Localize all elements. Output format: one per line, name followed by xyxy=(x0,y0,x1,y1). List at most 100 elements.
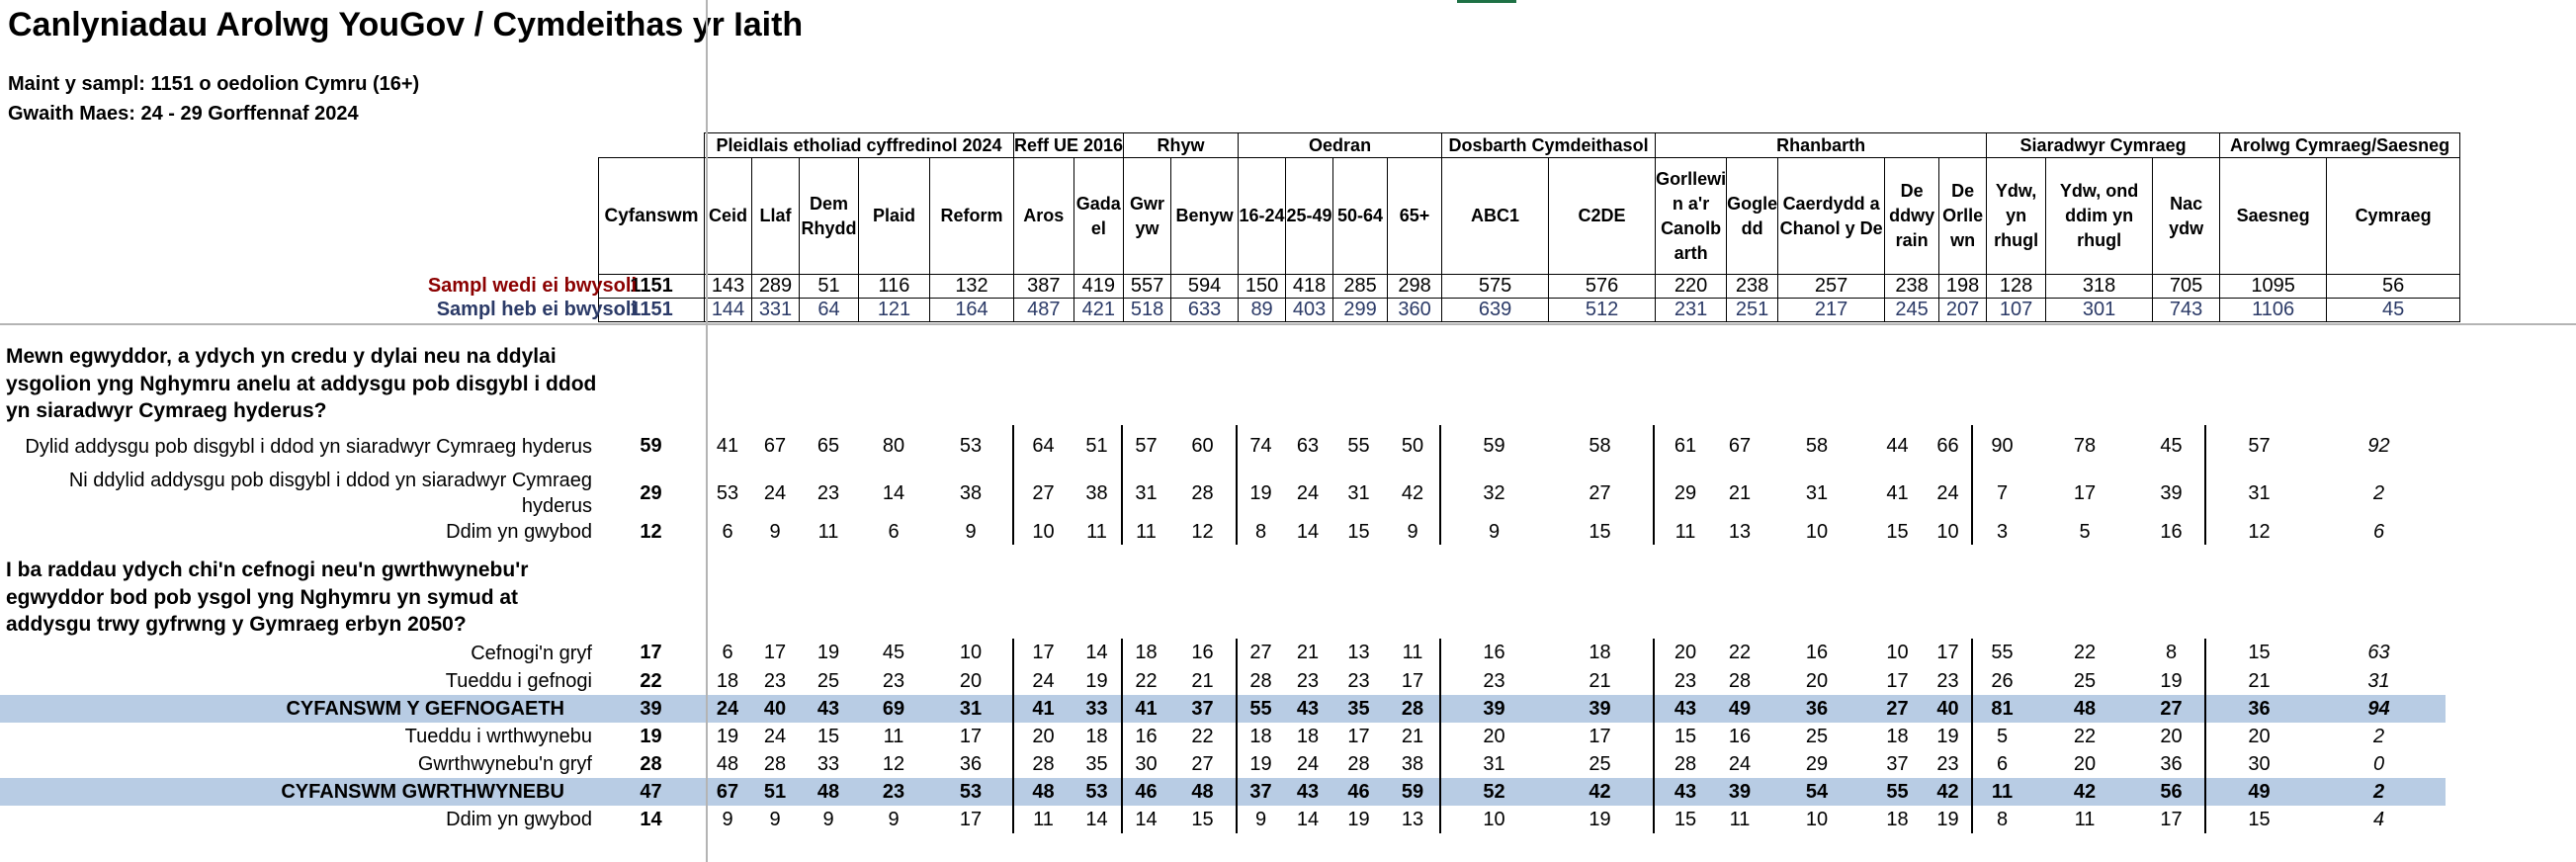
percentage-cell: 39 xyxy=(1716,778,1763,806)
percentage-cell: 90 xyxy=(1971,425,2031,468)
percentage-cell: 44 xyxy=(1886,435,1909,457)
percentage-cell: 41 xyxy=(1121,695,1169,723)
percentage-cell: 49 xyxy=(1716,695,1763,723)
percentage-cell: 63 xyxy=(1296,435,1320,457)
percentage-cell: 24 xyxy=(1728,752,1752,775)
percentage-cell: 16 xyxy=(1121,723,1169,750)
percentage-cell: 22 xyxy=(2073,725,2097,747)
percentage-cell: 17 xyxy=(1012,639,1073,667)
column-header: Ydw, yn rhugl xyxy=(1986,157,2047,275)
sample-cell: 576 xyxy=(1548,274,1657,299)
percentage-cell: 15 xyxy=(816,725,840,747)
percentage-cell: 42 xyxy=(1547,778,1654,806)
percentage-cell: 10 xyxy=(1012,519,1073,545)
percentage-cell: 15 xyxy=(1191,808,1214,830)
percentage-cell: 28 xyxy=(1236,667,1284,695)
column-header: Gwr yw xyxy=(1123,157,1172,275)
sample-cell: 116 xyxy=(858,274,930,299)
percentage-cell: 30 xyxy=(1121,750,1169,778)
percentage-cell: 81 xyxy=(1971,695,2031,723)
sample-cell: 238 xyxy=(1884,274,1940,299)
column-header: Caerdydd a Chanol y De xyxy=(1777,157,1886,275)
group-header: Dosbarth Cymdeithasol xyxy=(1441,132,1657,158)
percentage-cell: 2 xyxy=(2372,725,2385,747)
percentage-cell: 20 xyxy=(1012,723,1073,750)
percentage-cell: 25 xyxy=(1805,725,1829,747)
percentage-cell: 38 xyxy=(1085,481,1108,504)
percentage-cell: 24 xyxy=(1296,481,1320,504)
percentage-cell: 39 xyxy=(1547,695,1654,723)
percentage-cell: 20 xyxy=(2073,752,2097,775)
sample-cell: 301 xyxy=(2045,298,2154,322)
percentage-cell: 58 xyxy=(1805,435,1829,457)
percentage-cell: 30 xyxy=(2204,750,2312,778)
percentage-cell: 65 xyxy=(816,435,840,457)
percentage-cell: 53 xyxy=(929,778,1013,806)
percentage-cell: 57 xyxy=(1121,425,1169,468)
percentage-cell: 13 xyxy=(1401,808,1424,830)
group-header: Reff UE 2016 xyxy=(1012,132,1125,158)
percentage-cell: 31 xyxy=(1805,481,1829,504)
active-cell-indicator xyxy=(1457,0,1516,3)
percentage-cell: 4 xyxy=(2372,808,2385,830)
column-header: 65+ xyxy=(1387,157,1443,275)
percentage-cell: 29 xyxy=(640,481,662,504)
sample-cell: 487 xyxy=(1013,298,1074,322)
percentage-cell: 51 xyxy=(751,778,799,806)
percentage-cell: 22 xyxy=(1121,667,1169,695)
freeze-pane-horizontal[interactable] xyxy=(0,323,2576,325)
percentage-cell: 17 xyxy=(640,642,662,663)
group-header: Siaradwyr Cymraeg xyxy=(1986,132,2221,158)
percentage-cell: 10 xyxy=(1439,806,1547,833)
freeze-pane-vertical[interactable] xyxy=(706,0,708,862)
answer-label: Cefnogi'n gryf xyxy=(471,642,592,664)
percentage-cell: 48 xyxy=(799,778,858,806)
sample-size-line: Maint y sampl: 1151 o oedolion Cymru (16… xyxy=(8,73,420,95)
percentage-cell: 6 xyxy=(722,642,733,663)
percentage-cell: 14 xyxy=(882,481,905,504)
percentage-cell: 26 xyxy=(1971,667,2031,695)
percentage-cell: 17 xyxy=(763,642,787,663)
column-header: 25-49 xyxy=(1285,157,1334,275)
percentage-cell: 9 xyxy=(1236,806,1284,833)
percentage-cell: 14 xyxy=(1085,808,1108,830)
percentage-cell: 11 xyxy=(2074,808,2096,830)
answer-row: Ddim yn gwybod 14 9 9 9 9 17 11 14 14 15 9 14 19 13 10 1… xyxy=(0,806,2446,833)
group-header: Oedran xyxy=(1238,132,1443,158)
sample-cell: 518 xyxy=(1123,298,1172,322)
percentage-cell: 48 xyxy=(716,752,739,775)
percentage-cell: 20 xyxy=(1653,639,1716,667)
percentage-cell: 2 xyxy=(2312,778,2446,806)
answer-label: Tueddu i wrthwynebu xyxy=(404,726,592,747)
percentage-cell: 33 xyxy=(816,752,840,775)
percentage-cell: 7 xyxy=(1971,468,2031,519)
percentage-cell: 40 xyxy=(751,695,799,723)
percentage-cell: 23 xyxy=(1936,669,1959,692)
sample-cell: 89 xyxy=(1238,298,1287,322)
sample-cell: 421 xyxy=(1073,298,1125,322)
percentage-cell: 0 xyxy=(2372,752,2385,775)
percentage-cell: 35 xyxy=(1085,752,1108,775)
percentage-cell: 23 xyxy=(882,669,905,692)
percentage-cell: 23 xyxy=(1936,752,1959,775)
percentage-cell: 15 xyxy=(2204,639,2312,667)
percentage-cell: 18 xyxy=(1589,642,1611,663)
percentage-cell: 20 xyxy=(2160,725,2183,747)
sample-cell: 144 xyxy=(704,298,752,322)
percentage-cell: 31 xyxy=(1347,481,1370,504)
percentage-cell: 40 xyxy=(1925,695,1972,723)
answer-label: Ni ddylid addysgu pob disgybl i ddod yn … xyxy=(68,470,592,517)
percentage-cell: 18 xyxy=(1085,725,1108,747)
percentage-cell: 36 xyxy=(1763,695,1870,723)
percentage-cell: 57 xyxy=(2204,425,2312,468)
column-header: Reform xyxy=(929,157,1014,275)
column-header: Gorllewi n a'r Canolb arth xyxy=(1655,157,1728,275)
percentage-cell: 58 xyxy=(1589,435,1611,457)
percentage-cell: 17 xyxy=(959,808,983,830)
percentage-cell: 46 xyxy=(1121,778,1169,806)
percentage-cell: 10 xyxy=(959,642,983,663)
percentage-cell: 28 xyxy=(763,752,787,775)
percentage-cell: 24 xyxy=(1936,481,1959,504)
percentage-cell: 19 xyxy=(1589,808,1611,830)
percentage-cell: 31 xyxy=(1121,468,1169,519)
